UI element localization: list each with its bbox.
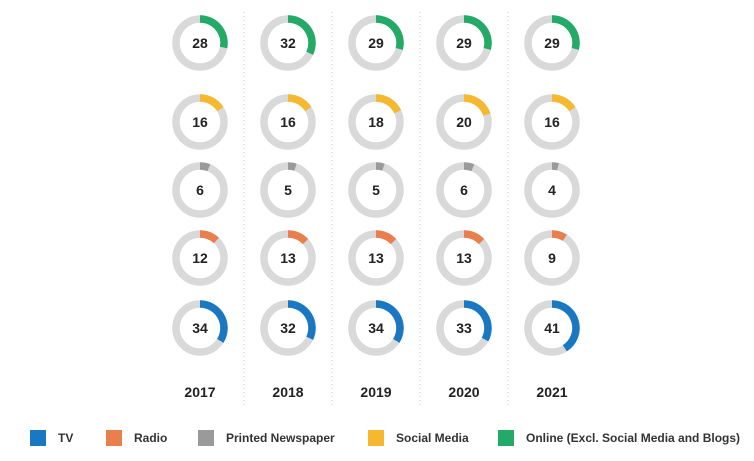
donut-arc-tv-2019 [375,300,404,343]
donut-arc-radio-2017 [199,230,219,244]
donut-arc-online-excl-social-media-and-blogs-2020 [463,15,492,50]
donut-tv-2017: 34 [172,300,228,356]
donut-printed-newspaper-2018: 5 [260,162,316,218]
donut-arc-printed-newspaper-2017 [199,162,211,172]
year-label-2020: 2020 [448,384,479,400]
donut-radio-2021: 9 [524,230,580,286]
donut-online-excl-social-media-and-blogs-2019: 29 [348,15,404,71]
donut-social-media-2018: 16 [260,94,316,150]
donut-online-excl-social-media-and-blogs-2018: 32 [260,15,316,71]
value-label-social-media-2018: 16 [280,114,296,130]
donut-online-excl-social-media-and-blogs-2017: 28 [172,15,228,71]
donut-arc-radio-2021 [551,230,567,242]
donut-radio-2017: 12 [172,230,228,286]
donut-arc-social-media-2019 [375,94,402,114]
legend-item-social-media: Social Media [368,428,469,448]
donut-printed-newspaper-2020: 6 [436,162,492,218]
legend-item-online: Online (Excl. Social Media and Blogs) [498,428,740,448]
donut-arc-printed-newspaper-2018 [287,162,297,171]
value-label-radio-2018: 13 [280,250,296,266]
value-label-printed-newspaper-2019: 5 [372,182,380,198]
donut-arc-online-excl-social-media-and-blogs-2021 [551,15,580,50]
donut-arc-online-excl-social-media-and-blogs-2019 [375,15,404,50]
value-label-tv-2019: 34 [368,320,384,336]
value-label-social-media-2019: 18 [368,114,384,130]
donut-printed-newspaper-2019: 5 [348,162,404,218]
donut-arc-tv-2021 [551,300,580,352]
donut-online-excl-social-media-and-blogs-2020: 29 [436,15,492,71]
donut-arc-social-media-2017 [199,94,224,112]
year-label-2019: 2019 [360,384,391,400]
donut-arc-printed-newspaper-2021 [551,162,559,171]
value-label-online-excl-social-media-and-blogs-2017: 28 [192,35,208,51]
donut-arc-radio-2018 [287,230,309,245]
value-label-tv-2017: 34 [192,320,208,336]
donut-social-media-2019: 18 [348,94,404,150]
donut-arc-tv-2020 [463,300,492,342]
legend-item-tv: TV [30,428,73,448]
donut-arc-social-media-2021 [551,94,576,112]
legend-label-tv: TV [58,431,74,445]
legend-item-printed-newspaper: Printed Newspaper [198,428,335,448]
donut-online-excl-social-media-and-blogs-2021: 29 [524,15,580,71]
value-label-printed-newspaper-2018: 5 [284,182,292,198]
donut-social-media-2017: 16 [172,94,228,150]
legend-swatch-printed-newspaper [198,430,214,446]
value-label-radio-2020: 13 [456,250,472,266]
value-label-radio-2019: 13 [368,250,384,266]
value-label-online-excl-social-media-and-blogs-2018: 32 [280,35,296,51]
year-label-2017: 2017 [184,384,215,400]
value-label-printed-newspaper-2021: 4 [548,182,556,198]
donut-tv-2018: 32 [260,300,316,356]
year-label-2018: 2018 [272,384,303,400]
donut-arc-tv-2017 [199,300,228,343]
value-label-social-media-2017: 16 [192,114,208,130]
donut-arc-printed-newspaper-2020 [463,162,475,172]
donut-tv-2020: 33 [436,300,492,356]
donut-arc-tv-2018 [287,300,316,340]
legend-swatch-radio [106,430,122,446]
donut-radio-2020: 13 [436,230,492,286]
donut-arc-radio-2019 [375,230,397,245]
donut-arc-online-excl-social-media-and-blogs-2018 [287,15,316,55]
donut-arc-social-media-2018 [287,94,312,112]
value-label-radio-2017: 12 [192,250,208,266]
value-label-social-media-2020: 20 [456,114,472,130]
legend: TV Radio Printed Newspaper Social Media … [0,428,754,450]
donut-printed-newspaper-2017: 6 [172,162,228,218]
value-label-tv-2018: 32 [280,320,296,336]
donut-printed-newspaper-2021: 4 [524,162,580,218]
value-label-tv-2021: 41 [544,320,560,336]
year-label-2021: 2021 [536,384,567,400]
value-label-social-media-2021: 16 [544,114,560,130]
legend-label-radio: Radio [134,431,168,445]
donut-arc-radio-2020 [463,230,485,245]
legend-label-online: Online (Excl. Social Media and Blogs) [526,431,741,445]
legend-label-social-media: Social Media [396,431,469,445]
donut-tv-2021: 41 [524,300,580,356]
donut-arc-online-excl-social-media-and-blogs-2017 [199,15,228,49]
value-label-radio-2021: 9 [548,250,556,266]
legend-label-printed-newspaper: Printed Newspaper [226,431,335,445]
legend-swatch-online [498,430,514,446]
donut-grid-chart: 28 32 29 29 29 16 16 18 20 16 6 5 5 6 4 12 13 13 13 9 34 32 34… [172,12,580,405]
value-label-online-excl-social-media-and-blogs-2019: 29 [368,35,384,51]
donut-tv-2019: 34 [348,300,404,356]
value-label-online-excl-social-media-and-blogs-2021: 29 [544,35,560,51]
donut-arc-printed-newspaper-2019 [375,162,385,171]
donut-social-media-2021: 16 [524,94,580,150]
legend-item-radio: Radio [106,428,167,448]
legend-swatch-social-media [368,430,384,446]
value-label-tv-2020: 33 [456,320,472,336]
donut-social-media-2020: 20 [436,94,492,150]
donut-radio-2019: 13 [348,230,404,286]
legend-swatch-tv [30,430,46,446]
donut-arc-social-media-2020 [463,94,491,116]
value-label-online-excl-social-media-and-blogs-2020: 29 [456,35,472,51]
value-label-printed-newspaper-2017: 6 [196,182,204,198]
value-label-printed-newspaper-2020: 6 [460,182,468,198]
donut-radio-2018: 13 [260,230,316,286]
